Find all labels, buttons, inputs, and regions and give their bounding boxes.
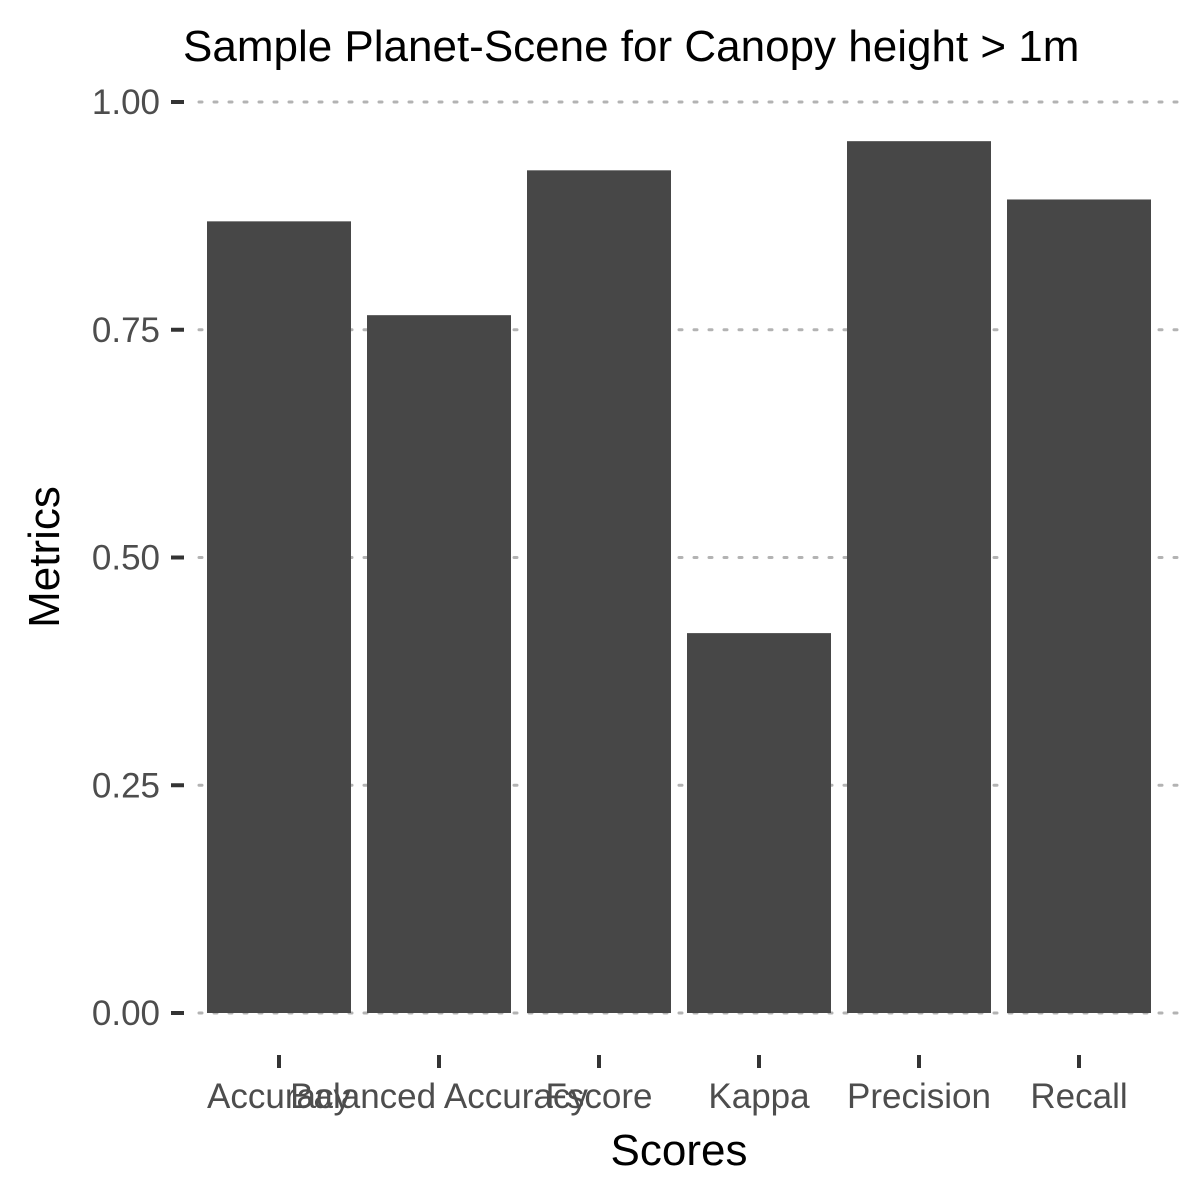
bars (207, 141, 1151, 1014)
x-tick-label: Accuracy (207, 1077, 351, 1116)
x-tick-label: Fscore (546, 1077, 653, 1116)
y-axis-title: Metrics (20, 486, 69, 628)
x-axis-title: Scores (611, 1126, 748, 1175)
bar-kappa (687, 633, 831, 1013)
y-tick-label: 0.50 (92, 539, 160, 578)
x-tick-label: Recall (1030, 1077, 1127, 1116)
bar-precision (847, 141, 991, 1014)
bar-balanced-accuracy (367, 315, 511, 1013)
y-tick-label: 0.25 (92, 766, 160, 805)
y-tick-label: 0.75 (92, 311, 160, 350)
x-tick-label: Kappa (708, 1077, 810, 1116)
y-axis: 0.00 0.25 0.50 0.75 1.00 (92, 83, 184, 1033)
bar-accuracy (207, 221, 351, 1013)
y-tick-label: 0.00 (92, 994, 160, 1033)
y-tick-label: 1.00 (92, 83, 160, 122)
chart-title: Sample Planet-Scene for Canopy height > … (183, 22, 1079, 71)
bar-recall (1007, 199, 1151, 1014)
bar-fscore (527, 170, 671, 1013)
x-tick-label: Balanced Accuracy (290, 1077, 588, 1116)
x-tick-label: Precision (847, 1077, 991, 1116)
